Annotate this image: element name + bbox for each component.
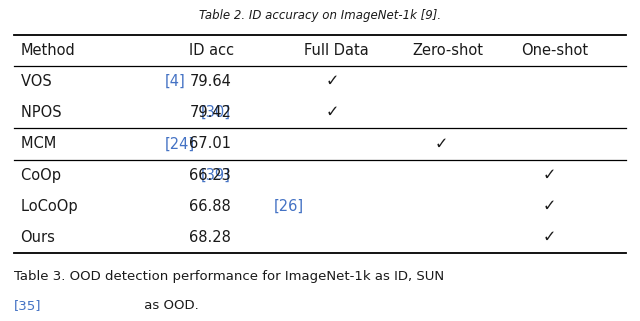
Text: 66.88: 66.88	[189, 199, 231, 214]
Text: 67.01: 67.01	[189, 136, 232, 152]
Text: ✓: ✓	[543, 199, 556, 214]
Text: Table 3. OOD detection performance for ImageNet-1k as ID, SUN: Table 3. OOD detection performance for I…	[14, 270, 444, 283]
Text: Ours: Ours	[20, 230, 56, 245]
Text: [30]: [30]	[201, 105, 231, 120]
Text: ✓: ✓	[435, 136, 448, 152]
Text: One-shot: One-shot	[521, 43, 588, 58]
Text: LoCoOp: LoCoOp	[20, 199, 82, 214]
Text: as OOD.: as OOD.	[140, 299, 199, 312]
Text: VOS: VOS	[20, 74, 56, 89]
Text: ✓: ✓	[326, 74, 339, 89]
Text: 79.64: 79.64	[189, 74, 231, 89]
Text: ✓: ✓	[543, 230, 556, 245]
Text: ✓: ✓	[543, 168, 556, 183]
Text: [35]: [35]	[14, 299, 42, 312]
Text: Method: Method	[20, 43, 76, 58]
Text: [24]: [24]	[165, 136, 195, 152]
Text: ID acc: ID acc	[189, 43, 234, 58]
Text: Full Data: Full Data	[304, 43, 369, 58]
Text: NPOS: NPOS	[20, 105, 66, 120]
Text: [4]: [4]	[165, 74, 186, 89]
Text: MCM: MCM	[20, 136, 60, 152]
Text: 79.42: 79.42	[189, 105, 232, 120]
Text: [26]: [26]	[273, 199, 303, 214]
Text: 66.23: 66.23	[189, 168, 231, 183]
Text: 68.28: 68.28	[189, 230, 231, 245]
Text: CoOp: CoOp	[20, 168, 65, 183]
Text: [39]: [39]	[201, 168, 231, 183]
Text: Zero-shot: Zero-shot	[412, 43, 483, 58]
Text: ✓: ✓	[326, 105, 339, 120]
Text: Table 2. ID accuracy on ImageNet-1k [9].: Table 2. ID accuracy on ImageNet-1k [9].	[199, 9, 441, 22]
